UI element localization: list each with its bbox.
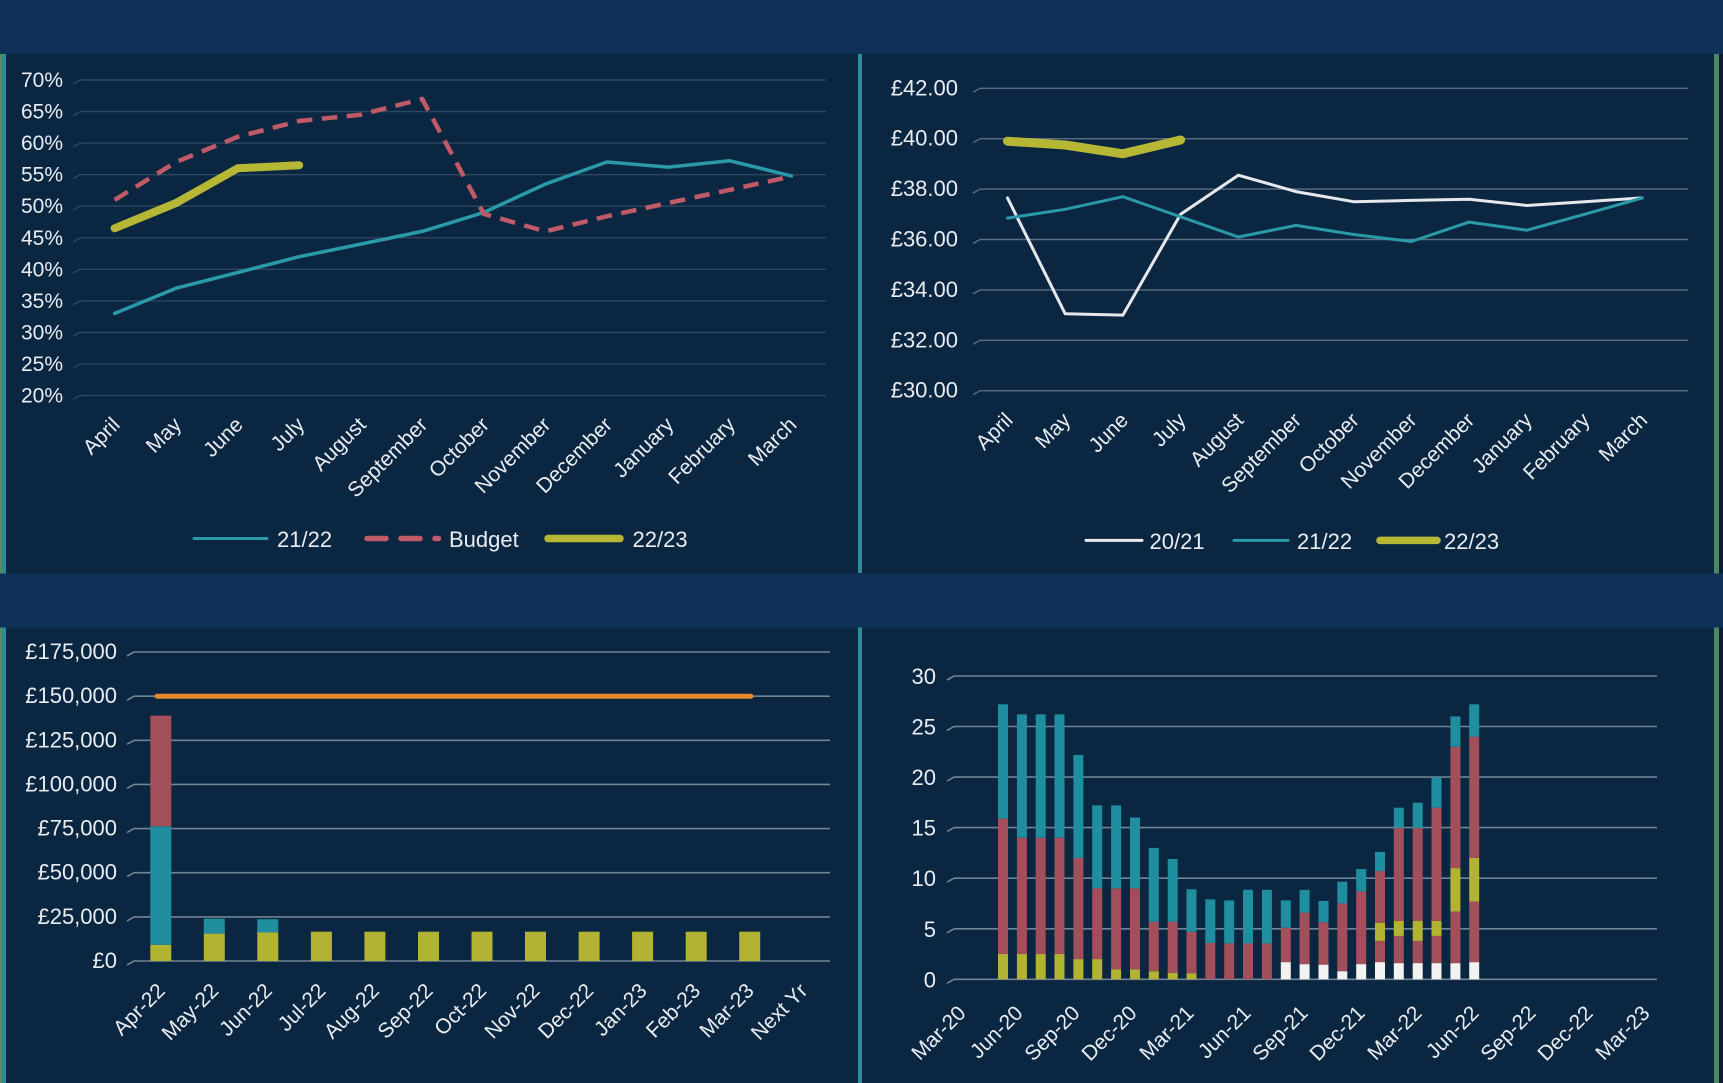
svg-text:£125,000: £125,000 <box>25 727 117 752</box>
svg-text:20/21: 20/21 <box>1150 529 1205 554</box>
svg-text:21/22: 21/22 <box>1297 529 1352 554</box>
svg-text:45%: 45% <box>21 227 63 250</box>
svg-text:£34.00: £34.00 <box>891 277 958 302</box>
svg-text:£32.00: £32.00 <box>891 327 958 352</box>
svg-text:£36.00: £36.00 <box>891 227 958 252</box>
svg-text:65%: 65% <box>21 101 63 124</box>
svg-text:25%: 25% <box>21 353 63 376</box>
svg-text:£150,000: £150,000 <box>25 683 117 708</box>
svg-text:30%: 30% <box>21 321 63 344</box>
svg-text:22/23: 22/23 <box>633 527 688 552</box>
svg-text:60%: 60% <box>21 132 63 155</box>
svg-text:25: 25 <box>912 715 936 740</box>
svg-text:£25,000: £25,000 <box>37 904 117 929</box>
svg-text:50%: 50% <box>21 195 63 218</box>
svg-text:30: 30 <box>912 664 936 689</box>
svg-text:5: 5 <box>924 917 936 942</box>
svg-text:£50,000: £50,000 <box>37 860 117 885</box>
svg-text:£38.00: £38.00 <box>891 176 958 201</box>
svg-text:20: 20 <box>912 765 936 790</box>
svg-text:£0: £0 <box>93 948 117 973</box>
svg-text:£40.00: £40.00 <box>891 126 958 151</box>
svg-text:£42.00: £42.00 <box>891 75 958 100</box>
svg-text:40%: 40% <box>21 258 63 281</box>
svg-text:55%: 55% <box>21 164 63 187</box>
svg-text:22/23: 22/23 <box>1444 529 1499 554</box>
svg-text:£100,000: £100,000 <box>25 771 117 796</box>
svg-text:10: 10 <box>912 866 936 891</box>
svg-text:Budget: Budget <box>449 527 519 552</box>
svg-text:£75,000: £75,000 <box>37 816 117 841</box>
svg-text:70%: 70% <box>21 69 63 92</box>
svg-text:15: 15 <box>912 816 936 841</box>
svg-text:35%: 35% <box>21 290 63 313</box>
svg-text:£30.00: £30.00 <box>891 378 958 403</box>
svg-text:0: 0 <box>924 967 936 992</box>
svg-text:20%: 20% <box>21 385 63 408</box>
svg-text:21/22: 21/22 <box>277 527 332 552</box>
svg-text:£175,000: £175,000 <box>25 639 117 664</box>
